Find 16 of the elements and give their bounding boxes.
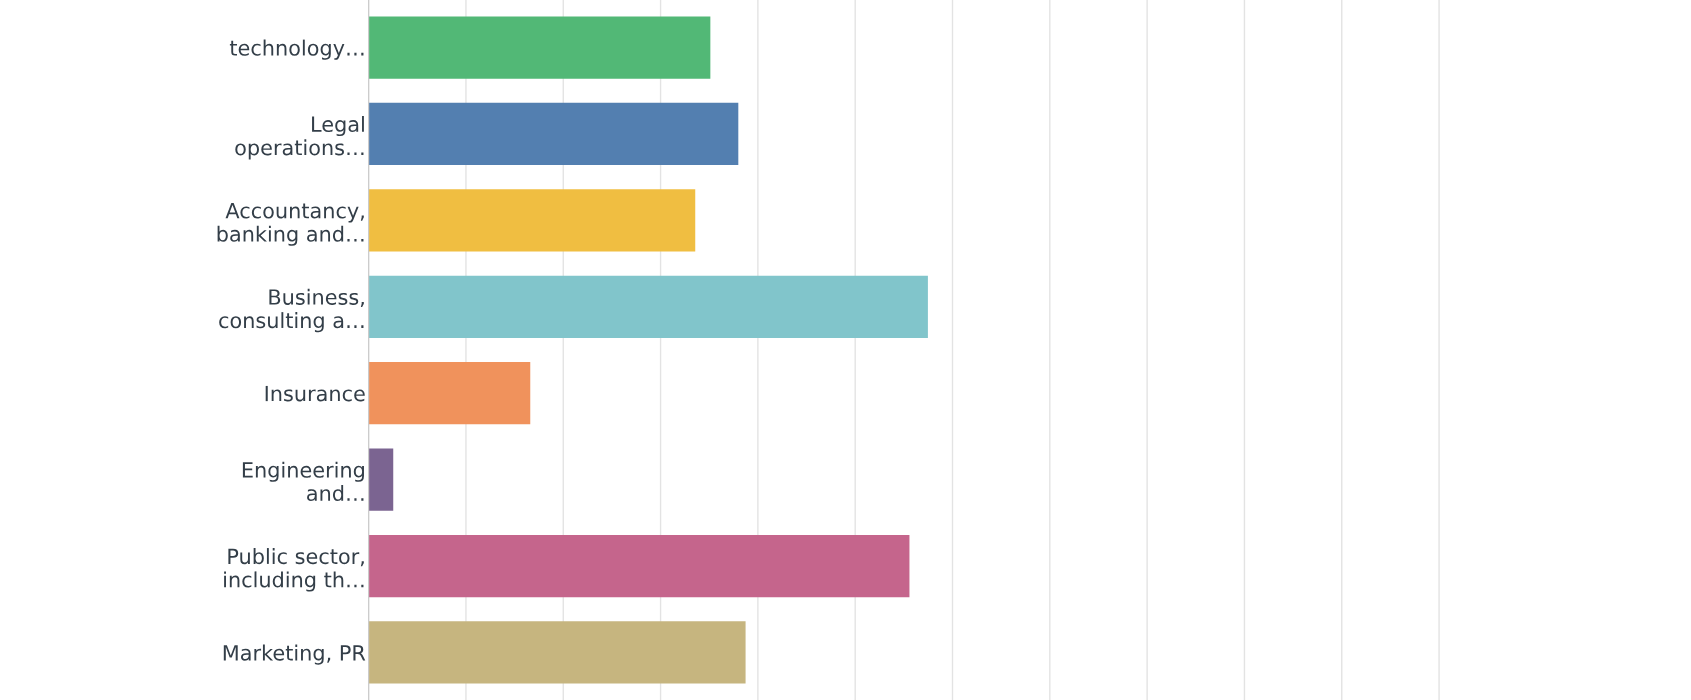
bar [368,621,746,684]
bar [368,102,739,166]
bar [368,275,928,338]
bar [368,448,394,511]
bar [368,534,910,598]
bar [368,362,531,425]
y-tick-label: Public sector, including th… [224,548,364,592]
y-tick-label: Engineering and… [242,461,364,502]
y-tick-label: Marketing, PR [223,644,366,665]
y-tick-label: Business, consulting a… [219,288,364,333]
y-tick-label: Accountancy, banking and… [217,203,364,246]
bar [368,16,711,79]
y-tick-label: Legal operations… [235,115,364,160]
bar [368,189,696,252]
y-tick-label: technology… [229,39,364,60]
y-tick-label: Insurance [265,385,365,402]
